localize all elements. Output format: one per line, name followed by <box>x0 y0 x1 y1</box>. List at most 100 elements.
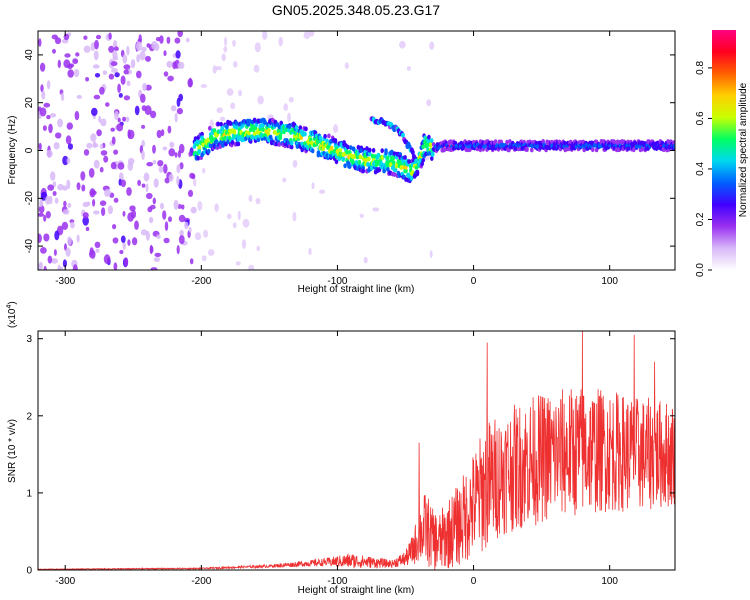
branch-blob <box>414 158 419 164</box>
ridge-blob <box>370 153 375 159</box>
ridge-blob <box>430 156 434 161</box>
noise-blob <box>179 229 184 237</box>
ridge-blob <box>508 139 512 144</box>
noise-blob <box>55 132 62 139</box>
noise-blob <box>80 171 86 181</box>
noise-blob <box>62 155 69 166</box>
noise-blob <box>117 117 121 123</box>
noise-blob <box>113 149 119 155</box>
noise-blob <box>93 94 101 100</box>
noise-blob <box>141 140 145 147</box>
colorbar-tick-label: 0.8 <box>695 61 706 75</box>
noise-blob <box>178 93 184 102</box>
noise-blob <box>189 172 195 179</box>
noise-blob <box>110 61 118 67</box>
noise-blob <box>57 183 64 191</box>
colorbar-label: Normalized spectral amplitude <box>738 82 749 217</box>
noise-blob <box>190 206 197 214</box>
noise-blob <box>43 265 47 270</box>
ridge-blob <box>442 147 447 153</box>
snr-ytick-label: 3 <box>26 334 32 345</box>
noise-blob <box>51 34 58 40</box>
ridge-peak <box>453 144 456 147</box>
snr-ytick-label: 1 <box>26 488 32 499</box>
ridge-blob <box>410 175 414 181</box>
noise-blob <box>145 230 150 241</box>
noise-blob <box>186 37 190 43</box>
noise-blob <box>108 32 112 40</box>
noise-blob <box>53 249 57 256</box>
noise-blob <box>426 99 432 107</box>
figure-title: GN05.2025.348.05.23.G17 <box>272 2 440 18</box>
spectrogram-x-ticks: -300 -200 -100 0 100 <box>55 31 618 287</box>
ridge-blob <box>323 133 327 139</box>
ridge-blob <box>218 144 223 150</box>
noise-blob <box>124 116 130 123</box>
ridge-blob <box>410 170 415 175</box>
ridge-blob <box>304 126 308 132</box>
ridge-blob <box>366 162 370 167</box>
noise-blob <box>108 73 115 80</box>
noise-blob <box>74 110 80 121</box>
noise-blob <box>75 52 80 57</box>
noise-blob <box>141 183 146 188</box>
noise-blob <box>177 150 182 158</box>
noise-blob <box>308 247 312 256</box>
noise-blob <box>311 182 315 190</box>
noise-blob <box>202 167 206 174</box>
colorbar-ticks: 0.0 0.2 0.4 0.6 0.8 <box>695 61 712 277</box>
spectrogram-xtick-label: 0 <box>471 276 477 287</box>
noise-blob <box>156 129 162 139</box>
noise-blob <box>141 46 147 52</box>
spectrogram-ytick-label: -20 <box>24 191 35 206</box>
noise-blob <box>176 176 180 186</box>
noise-blob <box>83 45 91 53</box>
ridge-peak <box>661 144 663 147</box>
ridge-blob <box>541 139 545 144</box>
noise-blob <box>122 241 126 250</box>
noise-blob <box>82 212 89 219</box>
noise-blob <box>188 77 193 88</box>
ridge-blob <box>338 148 343 154</box>
noise-blob <box>149 244 153 255</box>
snr-xtick-label: 100 <box>601 576 618 587</box>
noise-blob <box>38 142 42 151</box>
noise-blob <box>212 65 217 74</box>
noise-blob <box>83 35 88 40</box>
noise-blob <box>223 46 228 53</box>
noise-blob <box>255 197 261 205</box>
ridge-blob <box>226 139 230 145</box>
ridge-blob <box>318 135 323 141</box>
noise-blob <box>141 150 145 160</box>
ridge-blob <box>216 121 221 127</box>
noise-blob <box>122 210 126 217</box>
noise-blob <box>60 92 65 102</box>
noise-blob <box>221 53 226 62</box>
noise-blob <box>45 195 51 205</box>
spectrogram-marks <box>38 31 675 270</box>
spectrogram-ytick-label: 20 <box>24 97 35 109</box>
noise-blob <box>372 207 380 212</box>
ridge-blob <box>386 167 390 172</box>
noise-blob <box>90 190 97 196</box>
spectrogram-xtick-label: -200 <box>191 276 211 287</box>
noise-blob <box>217 195 224 201</box>
noise-blob <box>142 82 147 92</box>
noise-blob <box>187 189 194 197</box>
ridge-blob <box>425 143 429 149</box>
noise-blob <box>261 53 268 62</box>
ridge-blob <box>361 168 366 174</box>
noise-blob <box>232 222 237 229</box>
noise-blob <box>119 249 124 255</box>
ridge-blob <box>288 124 292 130</box>
noise-blob <box>46 149 53 158</box>
noise-blob <box>94 241 101 248</box>
snr-ytick-label: 0 <box>26 566 32 577</box>
ridge-blob <box>219 121 223 127</box>
colorbar-tick-label: 0.2 <box>695 212 706 226</box>
noise-blob <box>406 66 411 71</box>
noise-blob <box>177 31 183 38</box>
noise-blob <box>123 64 131 70</box>
